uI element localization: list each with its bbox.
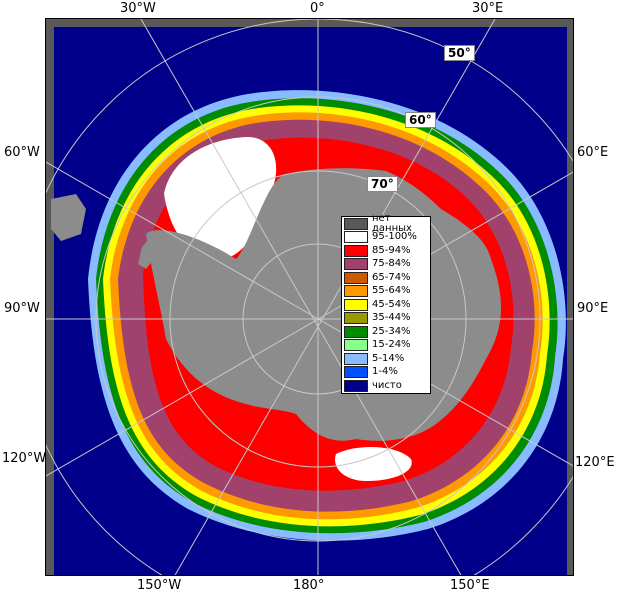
legend-swatch	[344, 379, 368, 392]
nodata-right-strip	[567, 19, 573, 575]
lon-label-120e: 120°E	[575, 455, 615, 470]
lon-label-60w: 60°W	[4, 145, 40, 160]
legend-label: 75-84%	[372, 258, 411, 270]
legend-swatch	[344, 352, 368, 365]
legend-item: нет данных	[342, 212, 430, 234]
legend-swatch	[344, 231, 368, 244]
nodata-patch-west	[51, 194, 86, 241]
lon-label-60e: 60°E	[577, 145, 609, 160]
lon-label-90w: 90°W	[4, 301, 40, 316]
legend-swatch	[344, 339, 368, 352]
lon-label-120w: 120°W	[2, 451, 47, 466]
antarctic-peninsula	[138, 231, 171, 269]
lat-label-60: 60°	[405, 112, 436, 128]
legend-item: 65-74%	[342, 271, 430, 285]
meridian-30e-150w	[174, 19, 496, 575]
lon-label-30w-top: 30°W	[120, 1, 156, 16]
legend-item: 85-94%	[342, 244, 430, 258]
legend-swatch	[344, 217, 368, 230]
legend-swatch	[344, 271, 368, 284]
legend-item: 35-44%	[342, 312, 430, 326]
map-frame	[45, 18, 574, 576]
concentration-legend: нет данных 95-100% 85-94% 75-84% 65-74% …	[341, 212, 431, 394]
lon-label-0-top: 0°	[310, 1, 325, 16]
legend-label: 15-24%	[372, 339, 411, 351]
meridian-30w-150e	[140, 19, 462, 575]
legend-swatch	[344, 312, 368, 325]
sea-ice-map	[46, 19, 573, 575]
legend-label: 25-34%	[372, 325, 411, 337]
legend-item: 25-34%	[342, 325, 430, 339]
ice-solid-patch-weddell	[164, 136, 277, 260]
lat-label-70: 70°	[367, 176, 398, 192]
legend-swatch	[344, 244, 368, 257]
lat-label-50: 50°	[444, 45, 475, 61]
legend-item: 95-100%	[342, 231, 430, 245]
legend-label: 65-74%	[372, 271, 411, 283]
legend-label: нет данных	[372, 212, 412, 234]
meridian-60w-120e	[46, 161, 573, 467]
lon-label-150e: 150°E	[450, 578, 490, 593]
legend-label: 95-100%	[372, 231, 417, 243]
legend-label: 35-44%	[372, 312, 411, 324]
legend-label: 45-54%	[372, 298, 411, 310]
legend-label: 5-14%	[372, 352, 405, 364]
lon-label-150w: 150°W	[137, 578, 182, 593]
graticule	[46, 19, 573, 575]
legend-item: 5-14%	[342, 352, 430, 366]
legend-item: чисто	[342, 379, 430, 393]
meridian-60e-120w	[46, 171, 573, 477]
legend-swatch	[344, 298, 368, 311]
legend-swatch	[344, 285, 368, 298]
legend-item: 1-4%	[342, 366, 430, 380]
legend-swatch	[344, 258, 368, 271]
legend-item: 55-64%	[342, 285, 430, 299]
legend-label: 55-64%	[372, 285, 411, 297]
legend-item: 75-84%	[342, 258, 430, 272]
legend-label: чисто	[372, 379, 402, 391]
legend-swatch	[344, 366, 368, 379]
legend-label: 85-94%	[372, 244, 411, 256]
legend-swatch	[344, 325, 368, 338]
legend-item: 15-24%	[342, 339, 430, 353]
lon-label-30e-top: 30°E	[472, 1, 504, 16]
nodata-left-strip	[46, 19, 54, 575]
legend-label: 1-4%	[372, 366, 398, 378]
lon-label-90e: 90°E	[577, 301, 609, 316]
nodata-top-strip	[46, 19, 573, 27]
lon-label-180: 180°	[293, 578, 325, 593]
legend-item: 45-54%	[342, 298, 430, 312]
